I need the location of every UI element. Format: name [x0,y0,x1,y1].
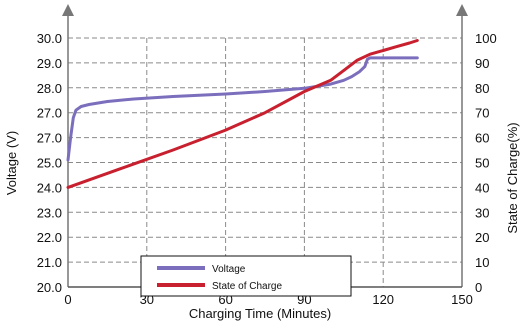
y2-tick-label: 50 [475,156,489,171]
y2-tick-label: 0 [475,280,482,295]
y-axis-arrow [62,4,74,16]
y-tick-label: 24.0 [37,180,62,195]
x-tick-label: 0 [64,292,71,307]
legend-box [140,255,352,297]
legend-label-state-of-charge: State of Charge [212,281,282,292]
y2-tick-label: 60 [475,131,489,146]
y2-tick-label: 90 [475,56,489,71]
y-tick-label: 22.0 [37,230,62,245]
tick-labels: 20.0 21.0 22.0 23.0 24.0 25.0 27.0 27.0 28.0 29.0… [37,31,497,307]
y2-tick-label: 70 [475,106,489,121]
y-tick-label: 28.0 [37,81,62,96]
y-tick-label: 23.0 [37,205,62,220]
series [66,39,419,189]
x-axis-title: Charging Time (Minutes) [189,306,331,321]
y2-tick-label: 20 [475,230,489,245]
y-tick-label: 21.0 [37,255,62,270]
y-tick-label: 25.0 [37,156,62,171]
legend-label-voltage: Voltage [212,264,246,275]
grid [68,37,463,287]
y2-tick-label: 80 [475,81,489,96]
legend: Voltage State of Charge [140,255,352,297]
axes [62,4,468,288]
series-line-voltage [66,56,419,162]
y2-tick-label: 10 [475,255,489,270]
y2-axis-title: State of Charge(%) [505,122,520,233]
y-tick-label: 30.0 [37,31,62,46]
x-tick-label: 120 [372,292,394,307]
x-tick-label: 150 [451,292,473,307]
y-tick-label: 27.0 [37,106,62,121]
y-axis-title: Voltage (V) [4,131,19,195]
y-tick-label: 20.0 [37,280,62,295]
y-tick-label: 29.0 [37,56,62,71]
y-tick-label: 27.0 [37,131,62,146]
y2-tick-label: 40 [475,180,489,195]
series-line-state-of-charge [66,39,419,189]
y2-tick-label: 30 [475,205,489,220]
y2-tick-label: 100 [475,31,497,46]
y2-axis-arrow [456,4,468,16]
